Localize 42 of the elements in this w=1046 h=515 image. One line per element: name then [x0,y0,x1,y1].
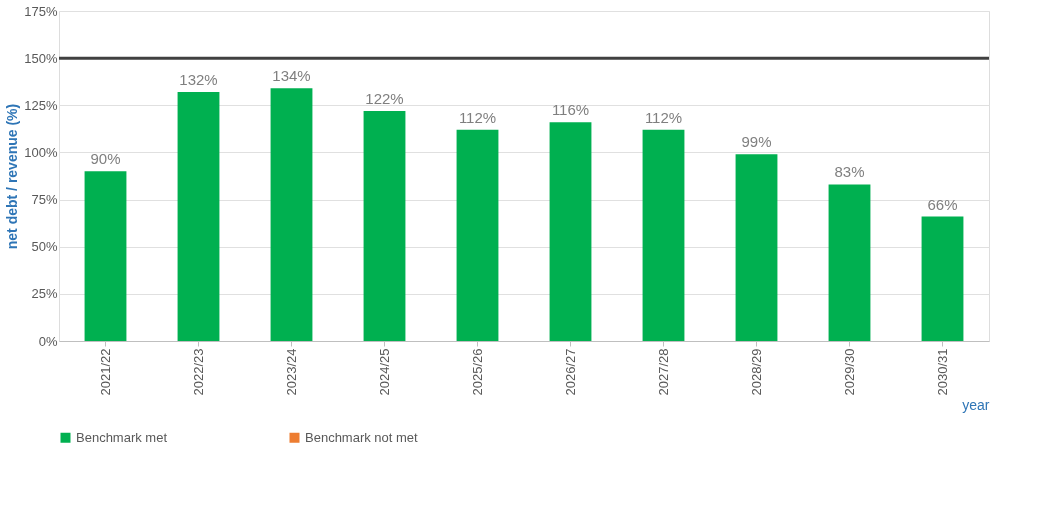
bar [828,184,871,341]
y-tick-label: 100% [24,144,58,160]
bar [921,216,964,341]
y-tick-label: 25% [31,286,58,302]
x-tick-label: 2025/26 [469,348,485,396]
x-tick-label: 2021/22 [97,348,113,396]
bar [363,110,406,341]
data-label: 99% [741,133,772,151]
bar [84,171,127,341]
x-tick-label: 2028/29 [748,348,764,396]
bar [549,122,592,341]
data-label: 134% [272,67,311,85]
y-tick-label: 125% [24,97,58,113]
bar [270,88,313,341]
x-tick-label: 2023/24 [283,348,299,396]
y-tick-label: 175% [24,3,58,19]
x-tick-label: 2022/23 [190,348,206,396]
x-tick-label: 2027/28 [655,348,671,396]
data-label: 116% [551,101,590,119]
bar [456,129,499,341]
x-tick-label: 2026/27 [562,348,578,396]
bar [177,92,220,341]
x-tick-label: 2029/30 [841,348,857,396]
x-tick-label: 2030/31 [934,348,950,396]
data-label: 90% [90,150,121,168]
bar [735,154,778,341]
legend-label: Benchmark not met [305,429,419,445]
x-tick-label: 2024/25 [376,348,392,396]
data-label: 83% [834,163,865,181]
y-tick-label: 0% [38,333,58,349]
data-label: 112% [644,108,683,126]
data-label: 132% [179,71,218,89]
y-tick-label: 75% [31,192,58,208]
data-label: 66% [927,195,958,213]
y-axis-title: net debt / revenue (%) [4,103,21,250]
legend-label: Benchmark met [76,429,168,445]
data-label: 122% [365,89,404,107]
data-label: 112% [458,108,497,126]
y-tick-label: 50% [31,239,58,255]
y-tick-label: 150% [24,50,58,66]
x-axis-title: year [962,397,990,414]
bar [642,129,685,341]
